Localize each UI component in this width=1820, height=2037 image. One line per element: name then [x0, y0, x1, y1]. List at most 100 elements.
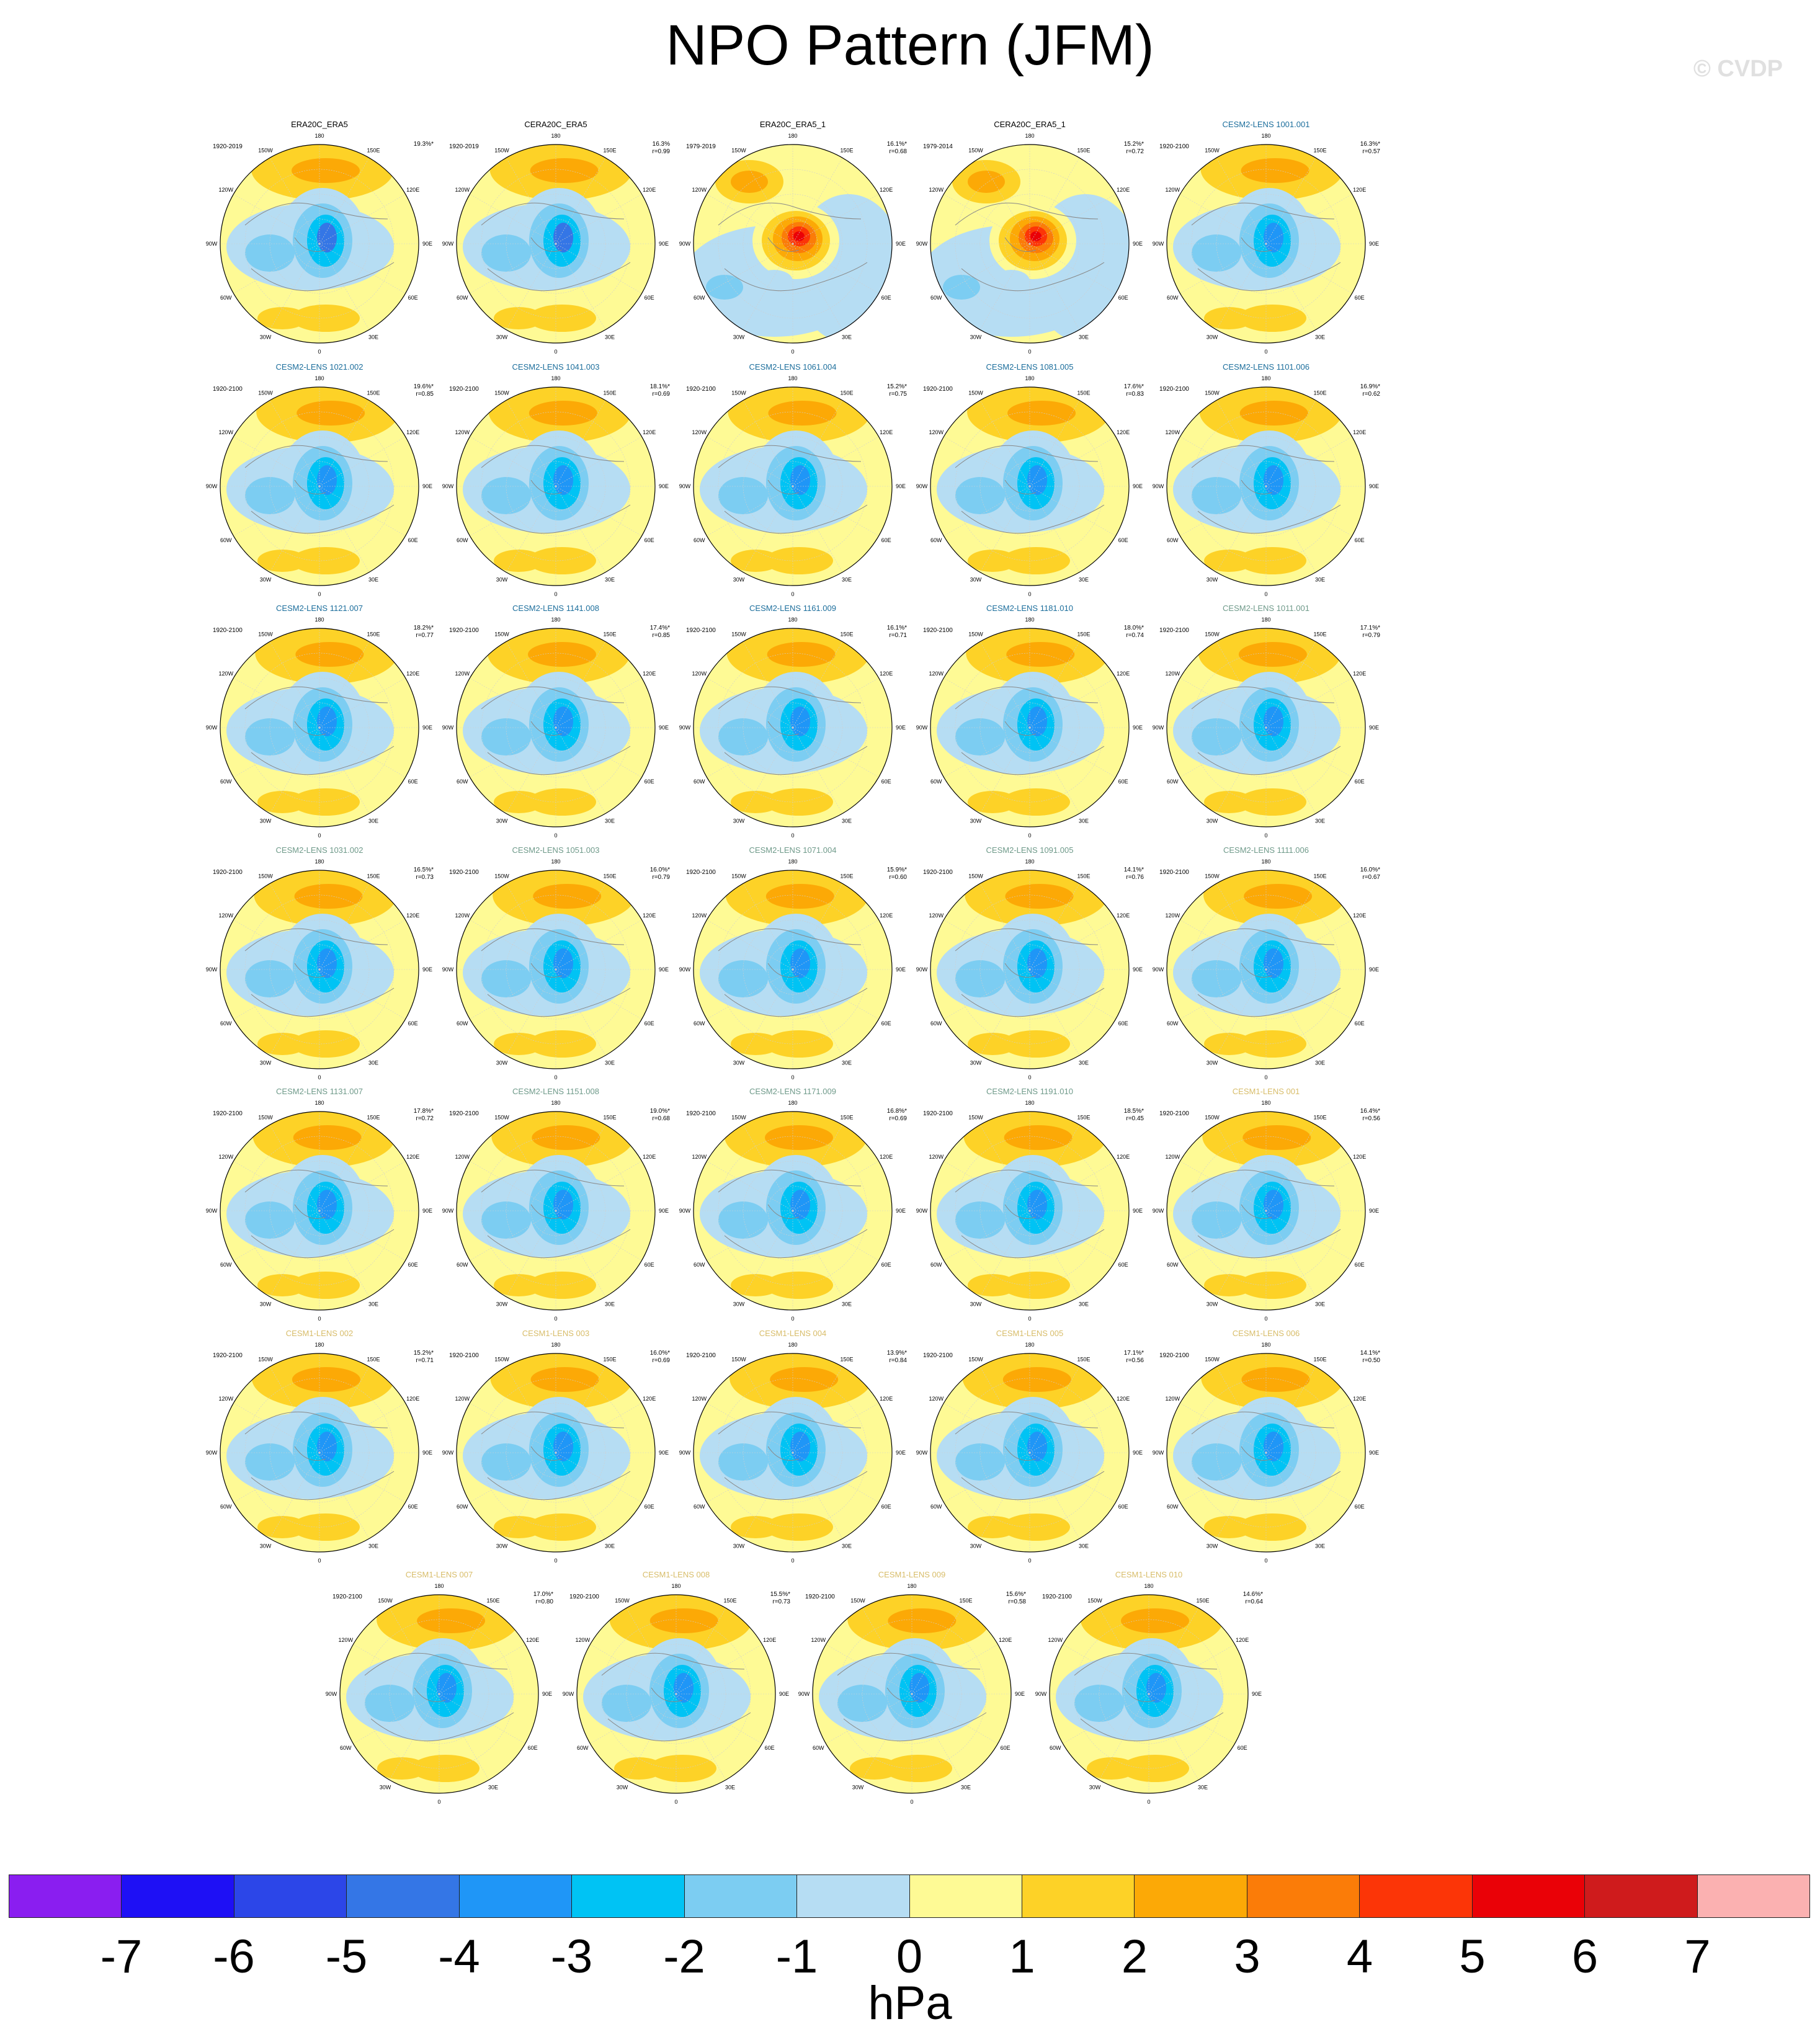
longitude-label: 150E	[603, 873, 616, 879]
longitude-label: 120W	[219, 1154, 234, 1160]
longitude-label: 30W	[733, 818, 745, 824]
longitude-label: 180	[314, 375, 324, 381]
longitude-label: 150E	[603, 390, 616, 396]
longitude-label: 180	[314, 133, 324, 139]
longitude-label: 150W	[258, 1114, 273, 1120]
longitude-label: 0	[1028, 1316, 1031, 1322]
longitude-label: 150W	[1087, 1597, 1102, 1603]
panel-period: 1920-2100	[1159, 386, 1189, 393]
longitude-label: 30W	[617, 1785, 628, 1791]
panel-title: CESM1-LENS 007	[405, 1570, 473, 1579]
longitude-label: 60W	[457, 1504, 468, 1510]
longitude-label: 150W	[494, 1356, 509, 1362]
panel-title: CESM2-LENS 1181.010	[986, 604, 1073, 613]
longitude-label: 60W	[813, 1745, 824, 1751]
map-panel: CESM1-LENS 006 1920-2100 14.1%* r=0.50 180 15…	[1148, 1329, 1384, 1564]
longitude-label: 180	[314, 1100, 324, 1106]
longitude-label: 150E	[840, 631, 853, 637]
longitude-label: 90W	[1035, 1691, 1047, 1697]
longitude-label: 120W	[455, 912, 470, 919]
longitude-label: 150W	[258, 390, 273, 396]
longitude-label: 120W	[929, 912, 944, 919]
longitude-label: 150W	[494, 147, 509, 153]
longitude-label: 90W	[1153, 483, 1164, 489]
longitude-label: 180	[551, 858, 560, 865]
longitude-label: 150E	[603, 147, 616, 153]
longitude-label: 120W	[219, 912, 234, 919]
longitude-label: 30E	[1079, 1301, 1089, 1308]
credit-watermark: © CVDP	[1693, 56, 1783, 82]
longitude-label: 90W	[206, 966, 218, 973]
polar-stereographic-map: 180 150E 120E 90E 60E 30E 0 30W 60W 90W 120W 150W	[442, 1100, 669, 1322]
panel-correlation: r=0.79	[1362, 632, 1380, 639]
panel-stats: 19.6%* r=0.85	[390, 383, 434, 398]
panel-variance-percent: 17.1%*	[1360, 625, 1380, 631]
polar-stereographic-map: 180 150E 120E 90E 60E 30E 0 30W 60W 90W 120W 150W	[1153, 375, 1379, 597]
longitude-label: 30E	[842, 818, 852, 824]
panel-period: 1920-2100	[1042, 1593, 1072, 1600]
longitude-label: 60W	[457, 1020, 468, 1027]
longitude-label: 30E	[1079, 577, 1089, 583]
longitude-label: 60E	[1355, 1262, 1365, 1268]
polar-stereographic-map: 180 150E 120E 90E 60E 30E 0 30W 60W 90W 120W 150W	[1153, 1342, 1379, 1564]
longitude-label: 90W	[206, 724, 218, 731]
map-panel: CESM2-LENS 1171.009 1920-2100 16.8%* r=0.69…	[675, 1087, 911, 1322]
map-panel: CESM2-LENS 1031.002 1920-2100 16.5%* r=0.73…	[202, 845, 437, 1081]
panel-variance-percent: 16.0%*	[649, 1350, 670, 1357]
longitude-label: 60W	[1167, 295, 1179, 301]
longitude-label: 60W	[1167, 537, 1179, 543]
longitude-label: 90E	[896, 966, 906, 973]
polar-stereographic-map: 180 150E 120E 90E 60E 30E 0 30W 60W 90W 120W 150W	[916, 133, 1143, 355]
colorbar-swatch	[797, 1875, 910, 1917]
longitude-label: 120E	[999, 1637, 1012, 1643]
panel-correlation: r=0.62	[1362, 391, 1380, 398]
panel-period: 1920-2100	[923, 386, 953, 393]
panel-stats: 17.4%* r=0.85	[627, 625, 670, 640]
panel-stats: 17.0%* r=0.80	[510, 1591, 553, 1606]
longitude-label: 120E	[880, 1396, 893, 1402]
longitude-label: 150E	[367, 1356, 380, 1362]
panel-stats: 19.3%*	[390, 141, 434, 148]
longitude-label: 150W	[494, 873, 509, 879]
longitude-label: 150W	[494, 631, 509, 637]
longitude-label: 60W	[930, 537, 942, 543]
longitude-label: 90E	[422, 483, 432, 489]
polar-stereographic-map: 180 150E 120E 90E 60E 30E 0 30W 60W 90W 120W 150W	[1153, 858, 1379, 1081]
longitude-label: 60E	[528, 1745, 538, 1751]
longitude-label: 180	[907, 1583, 916, 1589]
longitude-label: 120E	[1117, 671, 1130, 677]
longitude-label: 30E	[842, 1060, 852, 1066]
panel-title: CESM1-LENS 004	[759, 1329, 827, 1338]
panel-stats: 16.0%* r=0.67	[1337, 867, 1380, 881]
panel-title: CESM2-LENS 1131.007	[276, 1087, 363, 1096]
longitude-label: 120W	[219, 1396, 234, 1402]
colorbar-swatch	[1360, 1875, 1473, 1917]
longitude-label: 90W	[442, 1450, 454, 1456]
longitude-label: 150E	[1313, 390, 1326, 396]
panel-variance-percent: 14.1%*	[1123, 867, 1144, 873]
longitude-label: 30E	[368, 1301, 378, 1308]
longitude-label: 0	[318, 349, 321, 355]
longitude-label: 120E	[880, 429, 893, 435]
longitude-label: 90E	[896, 483, 906, 489]
longitude-label: 120W	[692, 912, 707, 919]
panel-variance-percent: 13.9%*	[886, 1350, 907, 1357]
panel-period: 1920-2100	[449, 386, 479, 393]
longitude-label: 30E	[605, 1060, 615, 1066]
panel-period: 1920-2100	[686, 1110, 716, 1117]
map-panel: CESM1-LENS 009 1920-2100 15.6%* r=0.58 180 15…	[794, 1570, 1030, 1806]
polar-stereographic-map: 180 150E 120E 90E 60E 30E 0 30W 60W 90W 120W 150W	[679, 133, 906, 355]
panel-stats: 15.6%* r=0.58	[983, 1591, 1026, 1606]
panel-title: CESM2-LENS 1161.009	[749, 604, 836, 613]
longitude-label: 30W	[496, 1301, 508, 1308]
longitude-label: 90W	[916, 483, 928, 489]
longitude-label: 180	[788, 1342, 797, 1348]
longitude-label: 30W	[733, 577, 745, 583]
longitude-label: 30E	[1315, 1301, 1325, 1308]
polar-stereographic-map: 180 150E 120E 90E 60E 30E 0 30W 60W 90W 120W 150W	[1153, 1100, 1379, 1322]
colorbar-tick-label: -7	[100, 1930, 143, 1983]
longitude-label: 60E	[1355, 537, 1365, 543]
longitude-label: 90E	[422, 1450, 432, 1456]
panel-period: 1920-2100	[213, 869, 243, 876]
longitude-label: 90E	[896, 1208, 906, 1214]
